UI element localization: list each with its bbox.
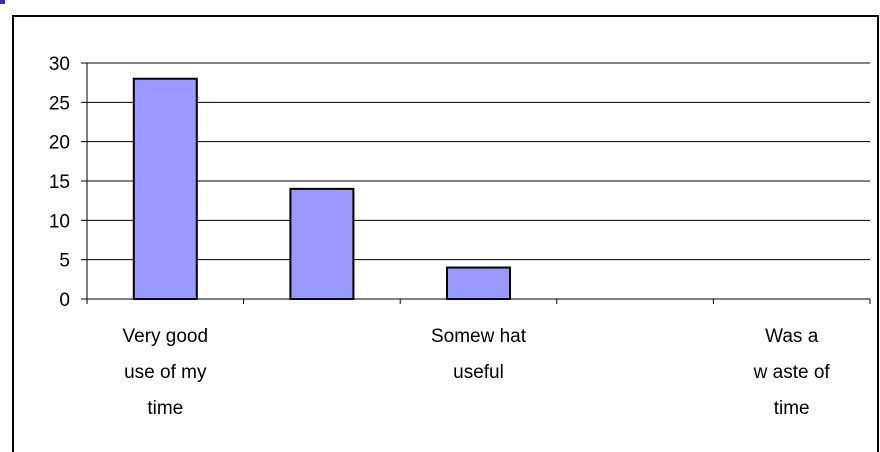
x-category-label-0-line-0: Very good — [123, 326, 209, 347]
bars — [132, 77, 511, 300]
chart-frame — [12, 15, 879, 452]
y-tick-label-20: 20 — [49, 133, 70, 154]
x-category-label-0-line-1: use of my — [124, 362, 207, 383]
x-category-label-2-line-0: Somew hat — [431, 326, 527, 347]
y-tick-label-10: 10 — [49, 211, 70, 232]
y-tick-label-0: 0 — [59, 290, 70, 311]
gridlines — [87, 62, 870, 261]
category-labels: Very good use of my time Somew hat useful Was… — [123, 326, 831, 419]
bar-2 — [446, 266, 511, 300]
bar-0 — [132, 77, 198, 300]
y-tick-label-25: 25 — [49, 93, 70, 114]
x-category-label-2-line-1: useful — [453, 362, 504, 383]
bar-1 — [289, 187, 355, 300]
y-axis-ticks: 0 5 10 15 20 25 30 — [49, 54, 87, 311]
y-tick-label-5: 5 — [59, 251, 70, 272]
x-category-label-4-line-2: time — [774, 398, 810, 419]
header-accent-mark — [0, 0, 5, 4]
axes — [86, 63, 871, 304]
y-tick-label-15: 15 — [49, 172, 70, 193]
x-category-label-0-line-2: time — [147, 398, 183, 419]
x-category-label-4-line-1: w aste of — [753, 362, 831, 383]
x-category-label-4-line-0: Was a — [765, 326, 819, 347]
y-tick-label-30: 30 — [49, 54, 70, 75]
